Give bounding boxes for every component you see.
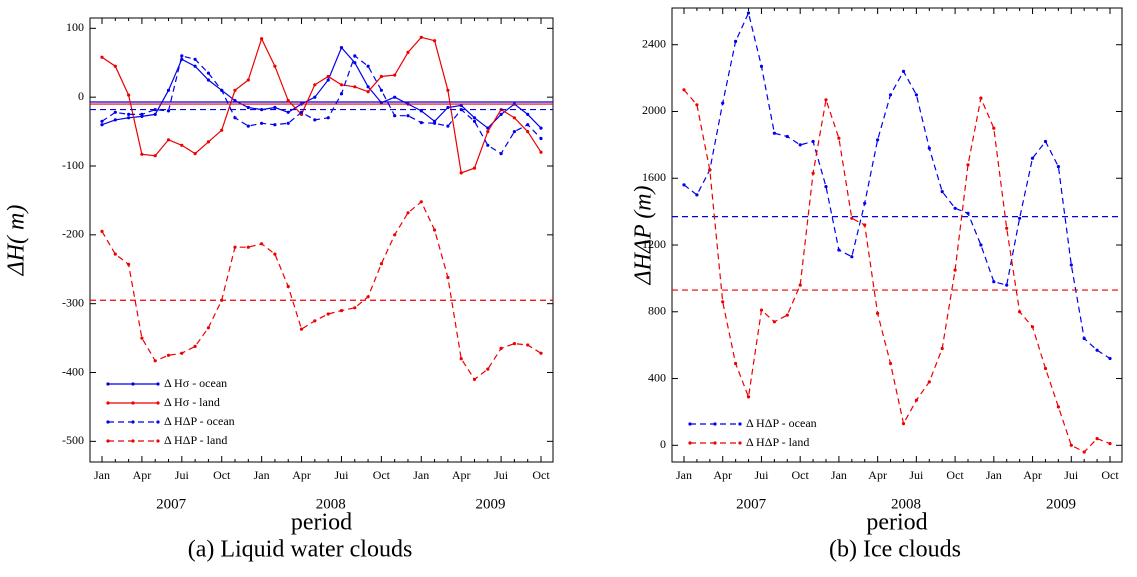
x-tick-label: Jui [909, 468, 924, 482]
y-tick-label: -300 [62, 295, 84, 309]
y-tick-label: 0 [78, 89, 84, 103]
series-line [682, 11, 1112, 361]
y-tick-label: 1600 [642, 170, 666, 184]
series-line [100, 35, 543, 175]
legend-label: Δ HΔP - land [164, 433, 227, 447]
y-tick-label: -100 [62, 158, 84, 172]
y-tick-label: 0 [660, 437, 666, 451]
x-tick-label: Apr [292, 468, 311, 482]
x-tick-label: Jan [94, 468, 110, 482]
year-label: 2008 [891, 496, 921, 512]
y-tick-label: -500 [62, 433, 84, 447]
y-tick-label: 2000 [642, 103, 666, 117]
plot-frame [89, 17, 554, 463]
x-axis-title: period [291, 510, 352, 536]
x-tick-label: Jui [754, 468, 769, 482]
x-axis-title: period [866, 510, 927, 536]
x-tick-label: Jui [1064, 468, 1079, 482]
x-tick-label: Oct [373, 468, 391, 482]
x-tick-label: Jan [986, 468, 1002, 482]
y-axis-title: ΔHΔP (m) [631, 185, 657, 285]
x-tick-label: Apr [1023, 468, 1042, 482]
y-tick-label: 1200 [642, 237, 666, 251]
y-tick-label: 400 [648, 370, 666, 384]
x-tick-label: Jan [254, 468, 270, 482]
year-label: 2008 [316, 496, 346, 512]
series-line [100, 54, 543, 156]
x-tick-label: Oct [946, 468, 964, 482]
x-tick-label: Jui [334, 468, 349, 482]
series-line [100, 45, 543, 130]
caption: (a) Liquid water clouds [188, 537, 413, 563]
x-tick-label: Jan [831, 468, 847, 482]
x-tick-label: Jan [676, 468, 692, 482]
year-label: 2007 [156, 496, 187, 512]
y-tick-label: 800 [648, 304, 666, 318]
legend-label: Δ Hσ - ocean [164, 376, 227, 390]
x-tick-label: Apr [133, 468, 152, 482]
y-tick-label: 2400 [642, 36, 666, 50]
x-tick-label: Apr [868, 468, 887, 482]
year-label: 2007 [736, 496, 767, 512]
caption: (b) Ice clouds [829, 537, 961, 563]
legend-label: Δ Hσ - land [164, 395, 220, 409]
x-tick-label: Jan [413, 468, 429, 482]
plot-frame [671, 7, 1123, 463]
x-tick-label: Jui [494, 468, 509, 482]
y-tick-label: -400 [62, 364, 84, 378]
legend-label: Δ HΔP - land [746, 435, 809, 449]
series-line [682, 88, 1112, 454]
year-label: 2009 [1046, 496, 1076, 512]
x-tick-label: Oct [792, 468, 810, 482]
legend-label: Δ HΔP - ocean [164, 414, 235, 428]
x-tick-label: Oct [213, 468, 231, 482]
x-tick-label: Apr [452, 468, 471, 482]
x-tick-label: Apr [713, 468, 732, 482]
series-line [100, 200, 543, 382]
x-tick-label: Oct [1101, 468, 1119, 482]
y-tick-label: 100 [66, 20, 84, 34]
legend-label: Δ HΔP - ocean [746, 416, 817, 430]
year-label: 2009 [475, 496, 505, 512]
x-tick-label: Oct [532, 468, 550, 482]
y-tick-label: -200 [62, 227, 84, 241]
y-axis-title: ΔH( m) [4, 205, 30, 277]
x-tick-label: Jui [175, 468, 190, 482]
